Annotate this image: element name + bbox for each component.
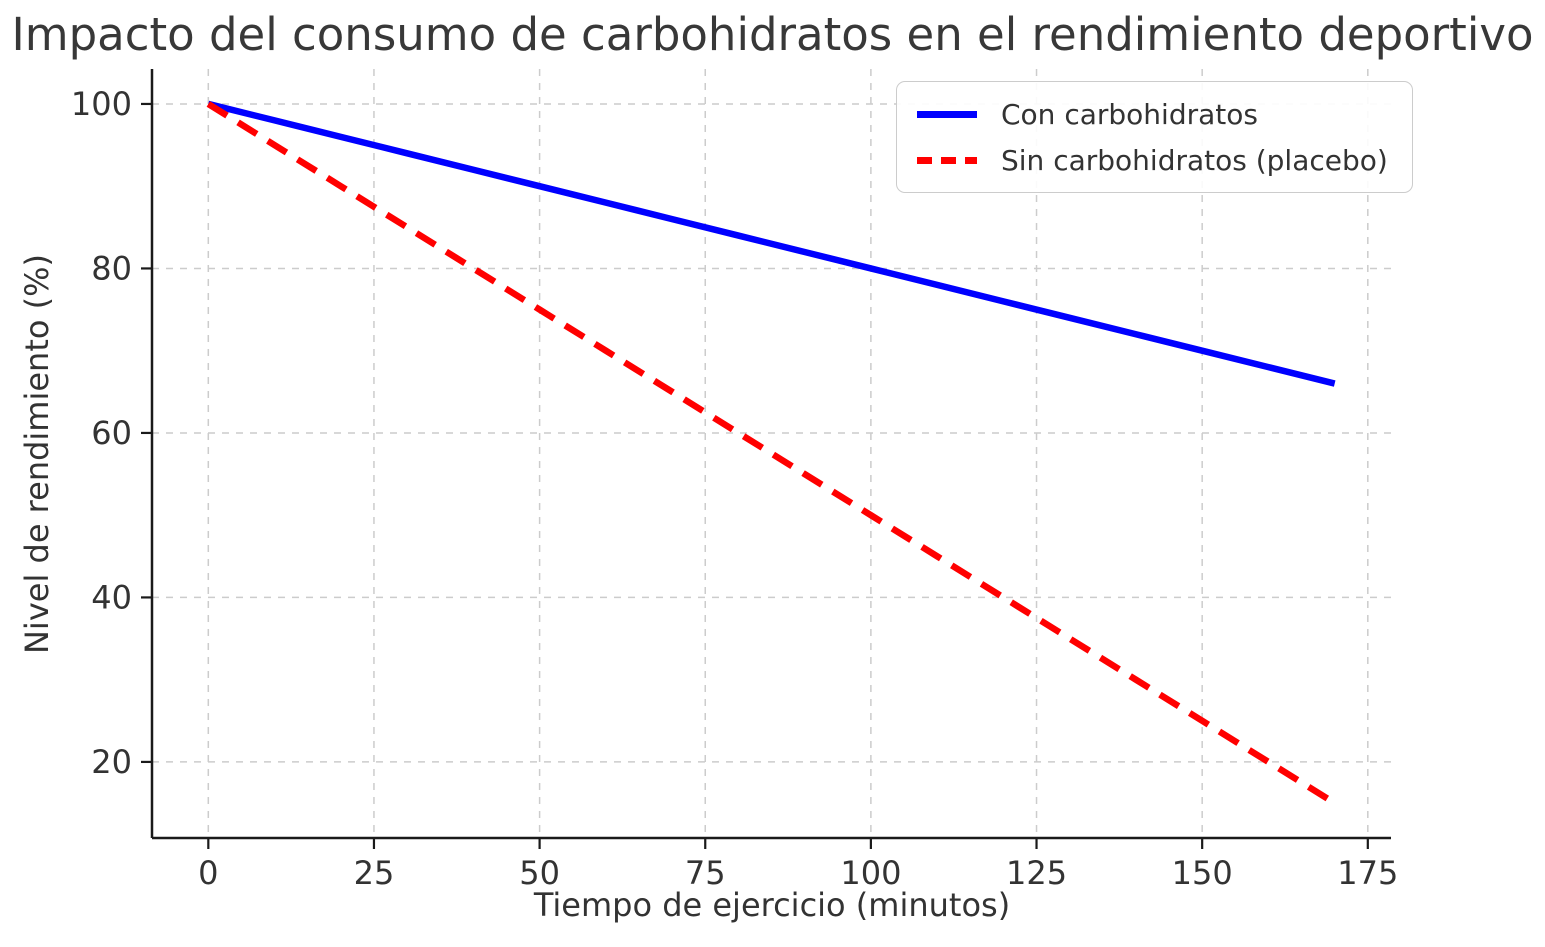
legend-label: Con carbohidratos: [1001, 97, 1258, 131]
x-tick-label: 75: [685, 854, 726, 892]
y-tick-label: 100: [71, 85, 132, 123]
y-axis-label: Nivel de rendimiento (%): [18, 253, 56, 655]
x-tick-label: 25: [354, 854, 395, 892]
y-tick-label: 80: [91, 249, 132, 287]
x-tick-label: 175: [1337, 854, 1398, 892]
series-line-0: [207, 100, 1336, 387]
y-tick-label: 60: [91, 414, 132, 452]
legend-line-sample-dashed: [917, 156, 977, 164]
series-line-1: [206, 101, 1337, 806]
legend-line-sample-solid: [917, 110, 977, 118]
chart-title: Impacto del consumo de carbohidratos en …: [11, 8, 1534, 61]
x-tick-label: 150: [1172, 854, 1233, 892]
x-tick-label: 125: [1006, 854, 1067, 892]
x-tick-label: 0: [198, 854, 218, 892]
x-tick-label: 100: [840, 854, 901, 892]
y-tick-label: 20: [91, 743, 132, 781]
x-tick-label: 50: [519, 854, 560, 892]
legend: Con carbohidratos Sin carbohidratos (pla…: [896, 81, 1413, 193]
legend-item-con-carbohidratos: Con carbohidratos: [917, 94, 1388, 134]
legend-item-sin-carbohidratos: Sin carbohidratos (placebo): [917, 140, 1388, 180]
legend-label: Sin carbohidratos (placebo): [1001, 143, 1388, 177]
x-axis-label: Tiempo de ejercicio (minutos): [533, 886, 1011, 924]
y-tick-label: 40: [91, 578, 132, 616]
